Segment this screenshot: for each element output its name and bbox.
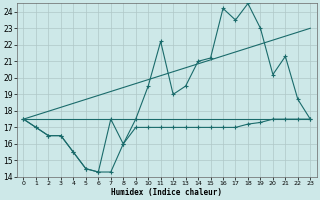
X-axis label: Humidex (Indice chaleur): Humidex (Indice chaleur) (111, 188, 222, 197)
